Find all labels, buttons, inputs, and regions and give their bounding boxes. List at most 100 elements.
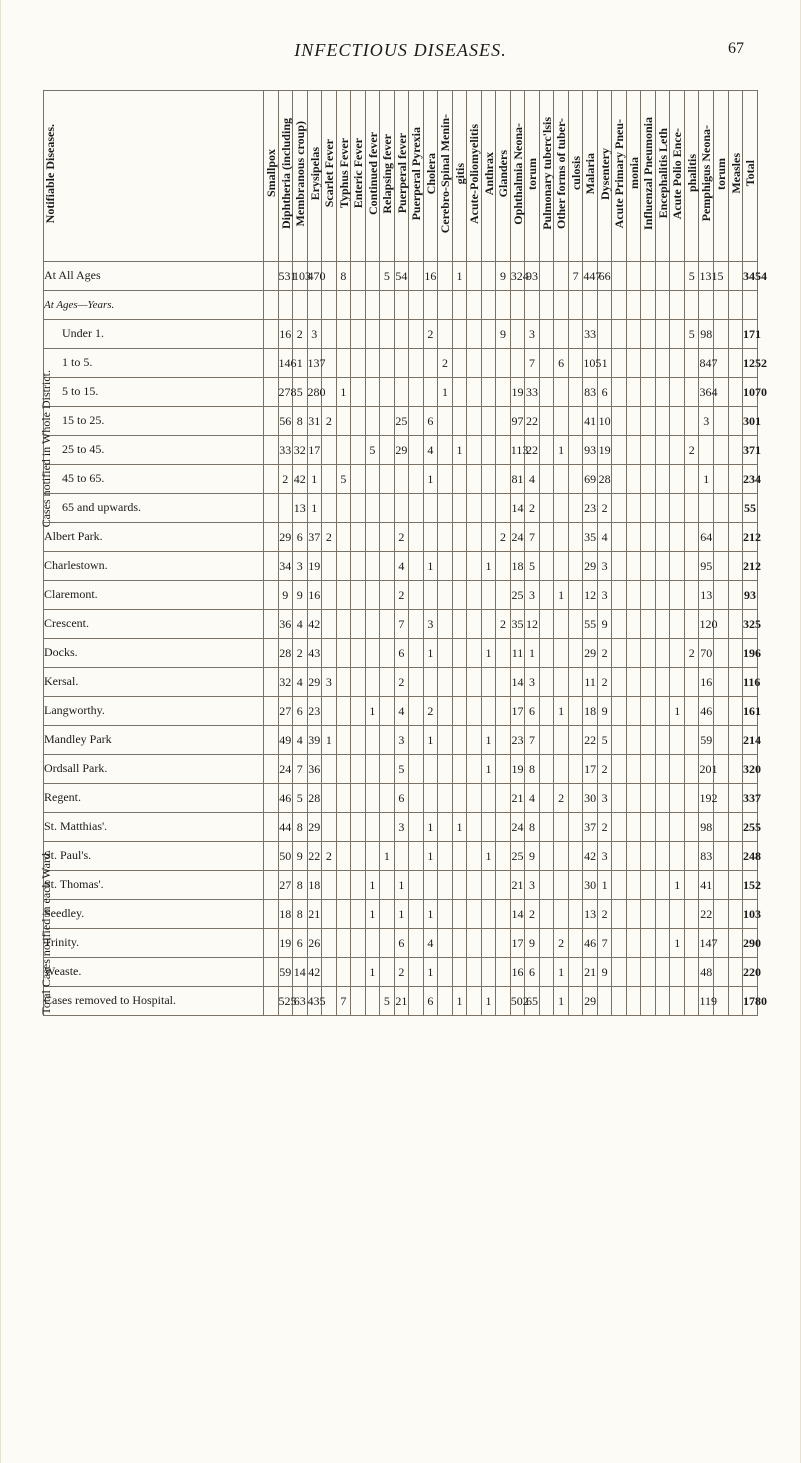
row-total-cell: 301 xyxy=(743,407,758,436)
cell xyxy=(713,668,728,697)
cell xyxy=(612,929,627,958)
cell xyxy=(655,784,670,813)
cell xyxy=(728,668,743,697)
cell: 9 xyxy=(496,320,511,349)
cell xyxy=(641,436,656,465)
cell xyxy=(452,697,467,726)
cell xyxy=(670,465,685,494)
cell xyxy=(452,320,467,349)
cell xyxy=(467,436,482,465)
cell: 9 xyxy=(525,929,540,958)
row-total-cell: 220 xyxy=(743,958,758,987)
cell xyxy=(264,349,279,378)
cell xyxy=(713,552,728,581)
disease-head: Acute-Poliomyelitis xyxy=(467,91,482,262)
cell xyxy=(670,726,685,755)
row-total-cell: 116 xyxy=(743,668,758,697)
disease-head: Membranous croup) xyxy=(293,91,308,262)
cell: 32 xyxy=(278,668,293,697)
cell xyxy=(351,929,366,958)
cell xyxy=(423,755,438,784)
cell xyxy=(655,349,670,378)
cell: 28 xyxy=(597,465,612,494)
cell xyxy=(641,523,656,552)
cell xyxy=(438,465,453,494)
cell: 3 xyxy=(307,320,322,349)
cell xyxy=(438,494,453,523)
cell xyxy=(438,784,453,813)
cell xyxy=(612,784,627,813)
cell xyxy=(554,494,569,523)
cell: 120 xyxy=(699,610,714,639)
cell xyxy=(496,697,511,726)
cell xyxy=(670,987,685,1016)
cell: 2 xyxy=(684,436,699,465)
cell xyxy=(322,320,337,349)
cell: 4 xyxy=(525,465,540,494)
cell xyxy=(438,987,453,1016)
row-total-cell: 161 xyxy=(743,697,758,726)
cell xyxy=(452,842,467,871)
cell xyxy=(467,987,482,1016)
cell xyxy=(264,987,279,1016)
cell xyxy=(539,697,554,726)
cell: 1 xyxy=(423,842,438,871)
cell xyxy=(496,494,511,523)
cell: 23 xyxy=(307,697,322,726)
disease-head: Scarlet Fever xyxy=(322,91,337,262)
cell xyxy=(336,871,351,900)
cell xyxy=(264,494,279,523)
cell: 70 xyxy=(699,639,714,668)
cell: 1 xyxy=(554,436,569,465)
cell xyxy=(322,581,337,610)
spacer-cell xyxy=(655,291,670,320)
row-stub: Weaste. xyxy=(44,958,264,987)
cell: 3 xyxy=(699,407,714,436)
cell xyxy=(699,436,714,465)
cell xyxy=(336,697,351,726)
cell xyxy=(409,465,424,494)
cell: 1 xyxy=(481,552,496,581)
cell: 1 xyxy=(670,697,685,726)
cell: 3 xyxy=(525,668,540,697)
running-title: INFECTIOUS DISEASES. xyxy=(1,40,800,61)
page-number: 67 xyxy=(728,40,744,58)
cell xyxy=(481,523,496,552)
cell: 34 xyxy=(278,552,293,581)
row-total-cell: 152 xyxy=(743,871,758,900)
cell xyxy=(713,523,728,552)
cell: 1 xyxy=(670,871,685,900)
row-stub: At All Ages xyxy=(44,262,264,291)
cell xyxy=(655,610,670,639)
cell: 93 xyxy=(583,436,598,465)
cell: 4 xyxy=(597,523,612,552)
cell xyxy=(264,610,279,639)
cell xyxy=(467,871,482,900)
cell xyxy=(554,552,569,581)
cell xyxy=(699,494,714,523)
cell xyxy=(641,465,656,494)
cell xyxy=(452,639,467,668)
cell: 1 xyxy=(365,958,380,987)
cell xyxy=(467,581,482,610)
cell xyxy=(452,958,467,987)
cell xyxy=(539,639,554,668)
cell: 1 xyxy=(452,436,467,465)
cell xyxy=(409,784,424,813)
cell xyxy=(568,349,583,378)
cell: 278 xyxy=(278,378,293,407)
cell xyxy=(496,581,511,610)
cell xyxy=(380,523,395,552)
disease-head: phalitis xyxy=(684,91,699,262)
cell xyxy=(264,262,279,291)
disease-head: Anthrax xyxy=(481,91,496,262)
cell: 8 xyxy=(293,900,308,929)
cell: 2 xyxy=(554,784,569,813)
cell xyxy=(380,581,395,610)
row-total-cell: 212 xyxy=(743,552,758,581)
cell xyxy=(322,929,337,958)
cell xyxy=(713,697,728,726)
cell: 119 xyxy=(699,987,714,1016)
cell xyxy=(380,610,395,639)
cell xyxy=(626,639,641,668)
